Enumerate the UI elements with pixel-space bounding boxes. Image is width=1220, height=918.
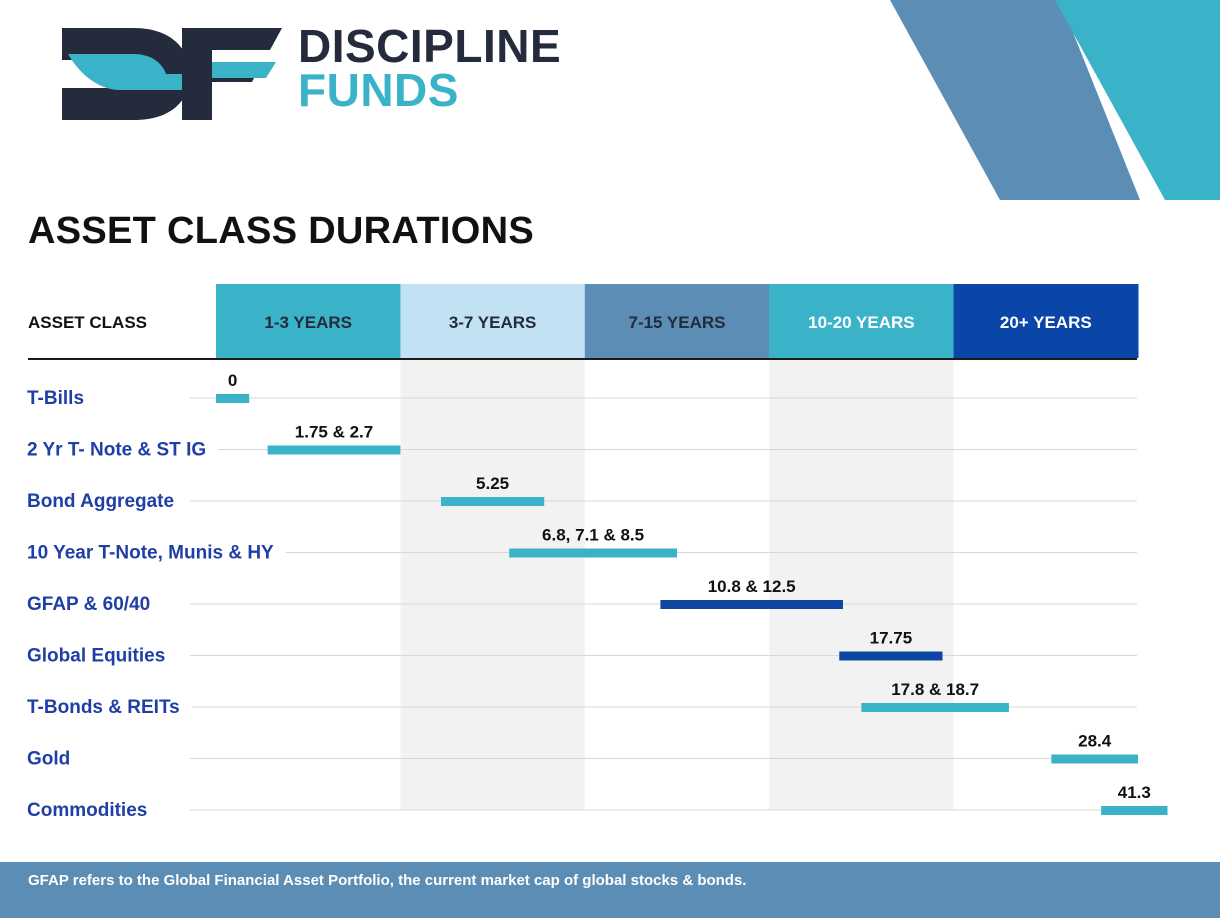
brand-wordmark: DISCIPLINE FUNDS xyxy=(298,20,562,116)
row-header-label: ASSET CLASS xyxy=(28,313,147,332)
brand-name-line2: FUNDS xyxy=(298,64,459,116)
bar-data-label: 41.3 xyxy=(1118,783,1151,802)
band-header-cell xyxy=(769,284,955,358)
brand-name-line1: DISCIPLINE xyxy=(298,20,562,72)
band-shade xyxy=(400,358,585,810)
band-shade xyxy=(769,358,954,810)
row-name: Gold xyxy=(27,749,70,770)
band-header-label: 3-7 YEARS xyxy=(449,313,537,332)
duration-bar xyxy=(839,651,943,661)
bar-data-label: 6.8, 7.1 & 8.5 xyxy=(542,526,644,545)
row-name: Global Equities xyxy=(27,646,165,667)
duration-bar xyxy=(216,394,250,403)
bar-data-label: 17.75 xyxy=(870,629,913,648)
duration-bar xyxy=(861,703,1009,712)
row-name: Bond Aggregate xyxy=(27,491,174,512)
bar-data-label: 1.75 & 2.7 xyxy=(295,423,373,442)
duration-bar xyxy=(1101,806,1168,815)
duration-bar xyxy=(660,600,843,609)
row-name: 2 Yr T- Note & ST IG xyxy=(27,440,206,461)
corner-brand-shapes xyxy=(890,0,1220,200)
bar-data-label: 28.4 xyxy=(1078,732,1112,751)
duration-bar xyxy=(267,445,401,455)
footer-note: GFAP refers to the Global Financial Asse… xyxy=(28,872,747,889)
band-header-cell xyxy=(216,284,401,358)
bar-data-label: 10.8 & 12.5 xyxy=(708,577,796,596)
footer-bar: GFAP refers to the Global Financial Asse… xyxy=(0,862,1220,918)
band-header-label: 20+ YEARS xyxy=(1000,313,1092,332)
band-header-label: 7-15 YEARS xyxy=(628,313,725,332)
page-title: ASSET CLASS DURATIONS xyxy=(28,210,534,252)
row-name: T-Bonds & REITs xyxy=(27,697,180,718)
row-name: Commodities xyxy=(27,800,147,821)
duration-bar xyxy=(440,497,545,506)
bar-data-label: 5.25 xyxy=(476,474,509,493)
duration-bar xyxy=(509,548,677,558)
band-header-cell xyxy=(584,284,770,358)
row-name: GFAP & 60/40 xyxy=(27,594,150,615)
band-header-cell xyxy=(953,284,1139,358)
band-header-label: 1-3 YEARS xyxy=(264,313,352,332)
bar-data-label: 0 xyxy=(228,371,237,390)
band-header-label: 10-20 YEARS xyxy=(808,313,914,332)
df-logo-icon xyxy=(62,28,282,120)
bar-data-label: 17.8 & 18.7 xyxy=(891,680,979,699)
band-header-cell xyxy=(400,284,586,358)
duration-bar xyxy=(1051,754,1138,764)
duration-chart: 1-3 YEARS 3-7 YEARS 7-15 YEARS 10-20 YEARS 2… xyxy=(27,284,1168,821)
row-name: T-Bills xyxy=(27,388,84,409)
row-name: 10 Year T-Note, Munis & HY xyxy=(27,543,274,564)
